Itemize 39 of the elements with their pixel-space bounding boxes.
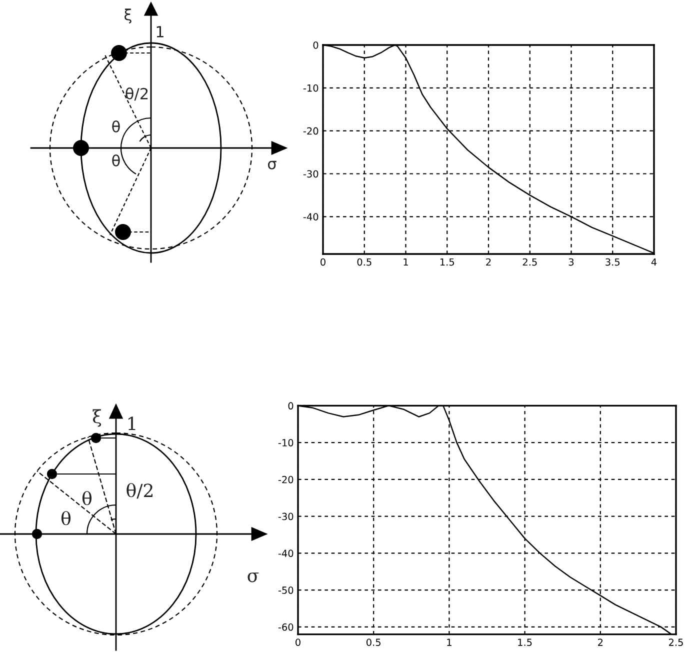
text: σ bbox=[248, 572, 259, 582]
x-tick-label: 0.5 bbox=[366, 638, 380, 646]
x-tick-label: 3.5 bbox=[606, 258, 620, 266]
y-tick-label: 0 bbox=[313, 41, 318, 49]
y-tick-label: -10 bbox=[278, 439, 294, 446]
text: θ/2 bbox=[126, 483, 152, 499]
text: ξ bbox=[92, 409, 102, 427]
y-tick-label: -20 bbox=[278, 476, 294, 484]
y-tick-label: -30 bbox=[303, 170, 318, 178]
text: θ bbox=[82, 491, 92, 506]
x-tick-label: 0.5 bbox=[357, 258, 372, 266]
text: θ bbox=[61, 511, 71, 526]
x-tick-label: 1 bbox=[404, 258, 408, 266]
text: θ bbox=[112, 120, 120, 132]
y-tick-label: -20 bbox=[303, 127, 318, 135]
y-tick-label: 0 bbox=[288, 402, 294, 410]
text: σ bbox=[268, 160, 276, 170]
y-tick-label: -40 bbox=[303, 213, 318, 220]
text: ξ bbox=[124, 8, 132, 24]
y-tick-label: -10 bbox=[303, 84, 318, 92]
x-tick-label: 2 bbox=[598, 638, 603, 646]
x-tick-label: 2.5 bbox=[522, 258, 537, 266]
x-tick-label: 0 bbox=[296, 638, 300, 646]
y-tick-label: -30 bbox=[278, 512, 294, 520]
x-tick-label: 2.5 bbox=[668, 638, 683, 646]
y-tick-label: -50 bbox=[278, 586, 294, 594]
text: θ bbox=[112, 154, 120, 166]
x-tick-label: 4 bbox=[651, 258, 657, 266]
x-tick-label: 2 bbox=[486, 258, 491, 266]
text: 1 bbox=[128, 416, 136, 430]
text: θ/2 bbox=[126, 87, 148, 101]
text: 1 bbox=[156, 26, 164, 38]
y-tick-label: -60 bbox=[278, 623, 294, 631]
x-tick-label: 1 bbox=[447, 638, 452, 646]
x-tick-label: 1.5 bbox=[440, 258, 454, 266]
x-tick-label: 0 bbox=[320, 258, 326, 266]
x-tick-label: 1.5 bbox=[518, 638, 532, 646]
x-tick-label: 3 bbox=[568, 258, 574, 266]
y-tick-label: -40 bbox=[278, 550, 294, 558]
